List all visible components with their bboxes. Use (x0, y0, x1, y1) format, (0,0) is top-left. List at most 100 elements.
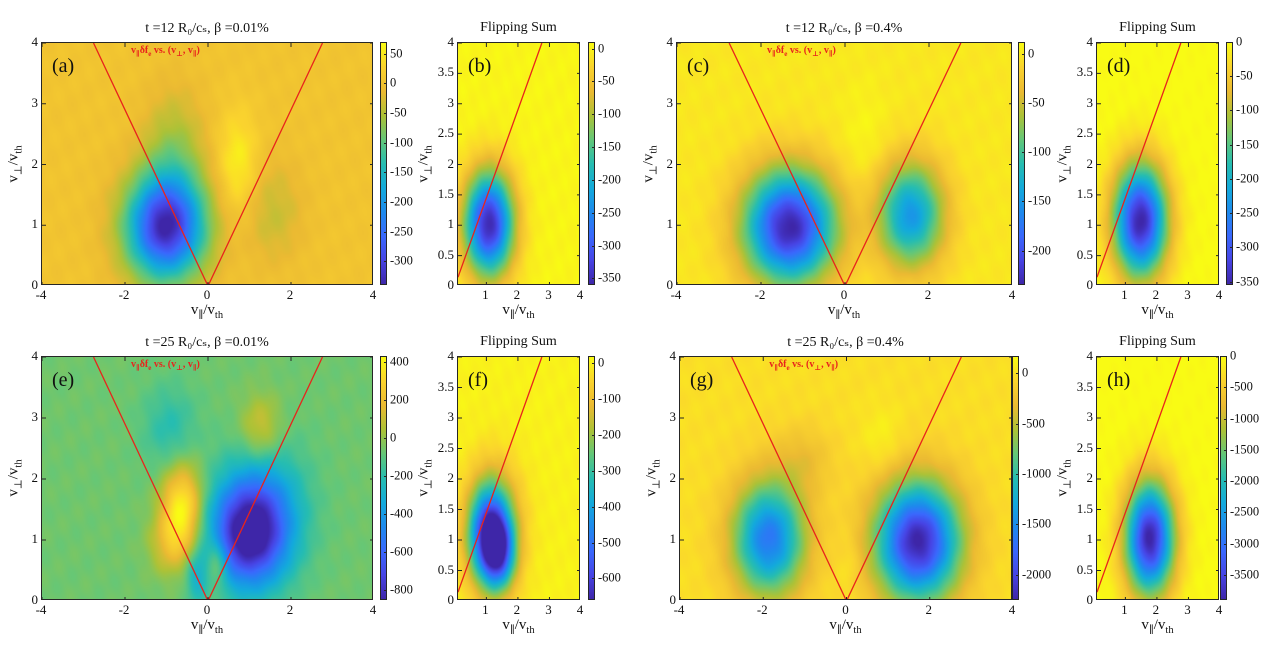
colorbar-tick-label: -100 (598, 391, 621, 406)
colorbar-tick-mark (592, 81, 595, 83)
colorbar-tick-mark (1230, 42, 1233, 43)
y-tick-label: 2 (31, 155, 39, 171)
y-tick-label: 2 (447, 470, 455, 485)
colorbar-tick-label: -150 (1028, 193, 1051, 208)
colorbar-tick-mark (592, 212, 595, 214)
resonance-cone-line (728, 43, 845, 284)
colorbar-tick-mark (384, 552, 387, 554)
x-tick-label: 0 (842, 602, 849, 617)
colorbar-tick-label: -100 (1236, 102, 1259, 117)
colorbar-tick-label: 50 (390, 46, 403, 61)
colorbar-tick-mark (592, 245, 595, 247)
y-tick-label: 4 (31, 34, 39, 49)
colorbar-tick-label: -1000 (1230, 411, 1260, 426)
y-tick-label: 3 (666, 94, 674, 110)
colorbar-tick-mark (384, 113, 387, 115)
heatmap-a (42, 43, 372, 284)
colorbar-tick-label: -150 (1236, 137, 1259, 152)
colorbar-tick-label: -400 (598, 499, 621, 514)
y-tick-label: 0 (447, 277, 455, 292)
colorbar-tick-mark (592, 48, 595, 50)
colorbar-tick-mark (1230, 178, 1233, 180)
colorbar-tick-label: -50 (598, 73, 615, 88)
plot-area-d: (d) (1096, 42, 1219, 285)
panel-title: t =25 R₀/cₛ, β =0.01% (145, 335, 269, 350)
colorbar-tick-mark (1224, 481, 1227, 483)
y-tick-label: 2 (31, 470, 39, 485)
y-tick-label: 1 (31, 216, 39, 232)
y-tick-label: 4 (1086, 34, 1094, 49)
resonance-line-line (1097, 357, 1182, 593)
colorbar-tick-label: -2500 (1230, 504, 1260, 519)
y-tick-label: 3 (447, 409, 455, 424)
resonance-line-line (458, 357, 543, 593)
colorbar-tick-label: 0 (1028, 46, 1035, 61)
colorbar-tick-mark (1224, 387, 1227, 389)
colorbar-tick-mark (592, 542, 595, 544)
y-tick-label: 1 (1086, 216, 1094, 232)
x-tick-label: 4 (576, 602, 584, 617)
colorbar-d (1226, 42, 1233, 285)
y-axis-label: v⊥/vth (643, 459, 663, 497)
resonance-line-line (458, 43, 543, 278)
y-tick-label: 3 (1086, 409, 1094, 424)
plot-area-f: (f) (457, 356, 580, 600)
colorbar-tick-label: 0 (598, 41, 605, 56)
plot-area-a: (a) v∥δfe vs. (v⊥, v∥) (41, 42, 373, 285)
x-tick-label: -2 (756, 602, 768, 617)
heatmap-b (458, 43, 579, 284)
y-tick-label: 3 (31, 94, 39, 110)
panel-label: (f) (468, 369, 488, 391)
colorbar-tick-label: -500 (1022, 416, 1045, 431)
colorbar-tick-label: -200 (598, 172, 621, 187)
colorbar-tick-label: 200 (390, 392, 409, 407)
colorbar-tick-mark (384, 476, 387, 478)
overlay-b (458, 43, 579, 284)
resonance-cone-line (208, 43, 324, 284)
colorbar-tick-mark (384, 261, 387, 263)
panel-title: Flipping Sum (1119, 20, 1196, 35)
resonance-cone-line (846, 357, 962, 599)
panel-title: Flipping Sum (480, 20, 557, 35)
y-tick-label: 4 (447, 34, 455, 49)
colorbar-gradient (381, 357, 386, 599)
colorbar-tick-mark (1224, 512, 1227, 514)
x-tick-label: 2 (513, 602, 521, 617)
y-tick-label: 4 (31, 348, 39, 363)
y-tick-label: 1 (669, 531, 677, 546)
y-tick-label: 4 (1086, 348, 1094, 363)
x-tick-label: 2 (286, 287, 294, 302)
resonance-line-line (1097, 43, 1182, 278)
panel-title: t =12 R₀/cₛ, β =0.01% (145, 21, 269, 36)
colorbar-tick-label: -200 (390, 468, 413, 483)
y-tick-label: 2 (666, 155, 674, 171)
heatmap-g (680, 357, 1011, 599)
colorbar-g (1012, 356, 1019, 600)
overlay-f (458, 357, 579, 599)
colorbar-tick-label: -200 (390, 194, 413, 209)
colorbar-tick-label: -2000 (1022, 567, 1052, 582)
colorbar-tick-mark (1230, 247, 1233, 249)
y-tick-label: 0 (1086, 592, 1094, 607)
x-tick-label: -4 (670, 287, 682, 302)
x-tick-label: -4 (673, 602, 685, 617)
colorbar-tick-mark (592, 470, 595, 472)
y-tick-label: 2.5 (437, 439, 454, 455)
y-axis-label: v⊥/vth (1054, 459, 1074, 497)
y-tick-label: 1.5 (437, 185, 454, 201)
x-tick-label: 0 (203, 287, 211, 302)
colorbar-tick-label: -350 (1236, 274, 1259, 289)
y-tick-label: 3 (31, 409, 39, 424)
y-tick-label: 3 (447, 94, 455, 110)
colorbar-tick-label: 0 (390, 430, 397, 445)
colorbar-tick-label: -250 (1236, 205, 1259, 220)
x-tick-label: 0 (840, 287, 848, 302)
panel-label: (d) (1107, 55, 1131, 77)
colorbar-tick-label: 0 (1022, 365, 1029, 380)
x-tick-label: -4 (35, 287, 47, 302)
y-tick-label: 0.5 (437, 246, 454, 262)
colorbar-tick-label: -350 (598, 270, 621, 285)
overlay-a (42, 43, 372, 284)
colorbar-tick-label: 0 (598, 355, 605, 370)
colorbar-tick-mark (592, 179, 595, 181)
